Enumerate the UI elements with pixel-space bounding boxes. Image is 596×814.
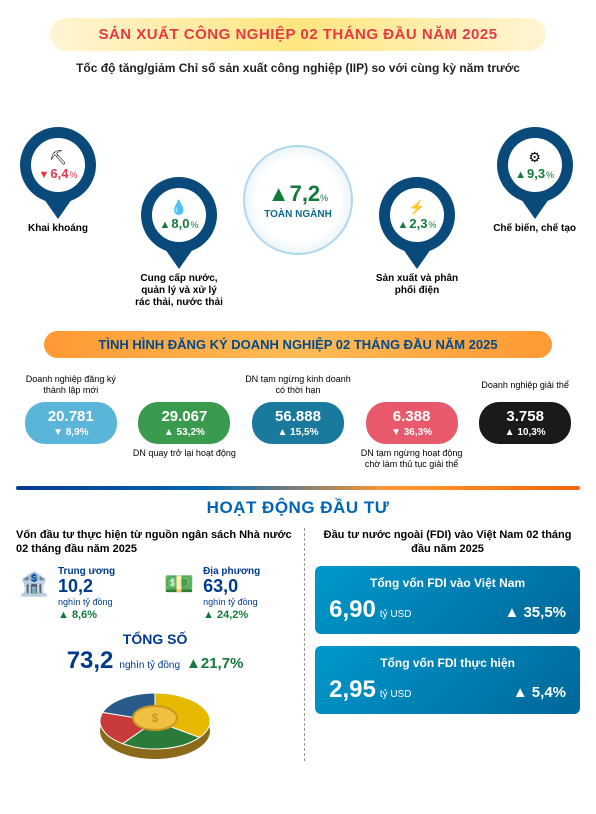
iip-center-label: TOÀN NGÀNH — [264, 209, 332, 220]
iip-pin: ⚙ ▲9,3% Chế biến, chế tạo — [493, 127, 576, 235]
iip-center-value: ▲7,2% — [268, 181, 328, 207]
biz-change: ▼ 8,9% — [33, 427, 109, 438]
biz-item: Doanh nghiệp giải thể 3.758 ▲ 10,3% — [470, 372, 580, 470]
budget-unit: nghìn tỷ đồng — [203, 597, 294, 607]
fdi-box: Tổng vốn FDI vào Việt Nam 6,90 tỷ USD ▲ 3… — [315, 566, 580, 634]
biz-pill: 3.758 ▲ 10,3% — [479, 402, 571, 444]
biz-item: DN tạm ngừng kinh doanh có thời hạn 56.8… — [243, 372, 353, 470]
pin-value: ▲2,3% — [398, 216, 437, 231]
pin-icon: ⚡ — [408, 200, 425, 214]
biz-item: Doanh nghiệp đăng ký thành lập mới 20.78… — [16, 372, 126, 470]
biz-label-top: DN tạm ngừng kinh doanh có thời hạn — [243, 372, 353, 398]
fdi-unit: tỷ USD — [380, 609, 412, 620]
fdi-label: Tổng vốn FDI vào Việt Nam — [329, 576, 566, 590]
budget-icon: 🏦 — [16, 566, 52, 602]
biz-number: 56.888 — [260, 408, 336, 425]
budget-row: 🏦 Trung ương 10,2 nghìn tỷ đồng ▲ 8,6% 💵… — [16, 566, 294, 621]
pin-icon: ⛏ — [49, 150, 67, 164]
biz-change: ▲ 53,2% — [146, 427, 222, 438]
fdi-label: Tổng vốn FDI thực hiện — [329, 656, 566, 670]
total-change: ▲21,7% — [186, 655, 243, 672]
biz-label-bottom: DN tạm ngừng hoạt động chờ làm thủ tục g… — [357, 448, 467, 470]
biz-item: 6.388 ▼ 36,3% DN tạm ngừng hoạt động chờ… — [357, 372, 467, 470]
biz-pill: 6.388 ▼ 36,3% — [366, 402, 458, 444]
budget-change: ▲ 8,6% — [58, 609, 149, 621]
biz-pill: 29.067 ▲ 53,2% — [138, 402, 230, 444]
svg-text:$: $ — [152, 711, 159, 725]
total-unit: nghìn tỷ đồng — [119, 660, 180, 671]
budget-unit: nghìn tỷ đồng — [58, 597, 149, 607]
gradient-bar — [16, 486, 580, 490]
biz-number: 3.758 — [487, 408, 563, 425]
pin-value: ▲8,0% — [160, 216, 199, 231]
iip-section: ▲7,2% TOÀN NGÀNH ⛏ ▼6,4% Khai khoáng 💧 ▲… — [16, 93, 580, 323]
infographic-container: SẢN XUẤT CÔNG NGHIỆP 02 THÁNG ĐẦU NĂM 20… — [0, 0, 596, 773]
fdi-value: 2,95 — [329, 676, 376, 703]
biz-number: 20.781 — [33, 408, 109, 425]
fdi-change: ▲ 5,4% — [513, 684, 566, 701]
biz-number: 6.388 — [374, 408, 450, 425]
biz-section-title: TÌNH HÌNH ĐĂNG KÝ DOANH NGHIỆP 02 THÁNG … — [62, 337, 534, 352]
total-value: 73,2 — [67, 647, 114, 675]
biz-pill: 56.888 ▲ 15,5% — [252, 402, 344, 444]
biz-change: ▲ 10,3% — [487, 427, 563, 438]
pin-value: ▼6,4% — [39, 166, 78, 181]
invest-right-subtitle: Đầu tư nước ngoài (FDI) vào Việt Nam 02 … — [315, 528, 580, 557]
invest-right: Đầu tư nước ngoài (FDI) vào Việt Nam 02 … — [304, 528, 580, 762]
biz-label-top: Doanh nghiệp giải thể — [481, 372, 569, 398]
iip-pin: ⛏ ▼6,4% Khai khoáng — [20, 127, 96, 235]
pin-label: Khai khoáng — [28, 223, 88, 235]
budget-value: 63,0 — [203, 576, 238, 596]
fdi-value: 6,90 — [329, 596, 376, 623]
biz-section-pill: TÌNH HÌNH ĐĂNG KÝ DOANH NGHIỆP 02 THÁNG … — [44, 331, 552, 358]
pie-chart: $ — [16, 681, 294, 761]
budget-value: 10,2 — [58, 576, 93, 596]
biz-row: Doanh nghiệp đăng ký thành lập mới 20.78… — [16, 372, 580, 470]
pin-value: ▲9,3% — [515, 166, 554, 181]
header-title: SẢN XUẤT CÔNG NGHIỆP 02 THÁNG ĐẦU NĂM 20… — [70, 26, 526, 43]
budget-icon: 💵 — [161, 566, 197, 602]
header-pill: SẢN XUẤT CÔNG NGHIỆP 02 THÁNG ĐẦU NĂM 20… — [50, 18, 546, 51]
invest-row: Vốn đầu tư thực hiện từ nguồn ngân sách … — [16, 528, 580, 762]
pin-label: Cung cấp nước, quản lý và xử lý rác thải… — [134, 273, 224, 309]
biz-label-top: Doanh nghiệp đăng ký thành lập mới — [16, 372, 126, 398]
iip-center: ▲7,2% TOÀN NGÀNH — [243, 145, 353, 255]
iip-pin: ⚡ ▲2,3% Sản xuất và phân phối điện — [372, 177, 462, 297]
invest-left-subtitle: Vốn đầu tư thực hiện từ nguồn ngân sách … — [16, 528, 294, 557]
budget-total: TỔNG SỐ 73,2 nghìn tỷ đồng ▲21,7% — [16, 631, 294, 675]
pin-icon: ⚙ — [528, 150, 541, 164]
budget-item: 🏦 Trung ương 10,2 nghìn tỷ đồng ▲ 8,6% — [16, 566, 149, 621]
fdi-box: Tổng vốn FDI thực hiện 2,95 tỷ USD ▲ 5,4% — [315, 646, 580, 714]
pin-icon: 💧 — [170, 200, 187, 214]
invest-left: Vốn đầu tư thực hiện từ nguồn ngân sách … — [16, 528, 304, 762]
biz-number: 29.067 — [146, 408, 222, 425]
biz-pill: 20.781 ▼ 8,9% — [25, 402, 117, 444]
biz-change: ▲ 15,5% — [260, 427, 336, 438]
iip-pin: 💧 ▲8,0% Cung cấp nước, quản lý và xử lý … — [134, 177, 224, 309]
biz-change: ▼ 36,3% — [374, 427, 450, 438]
pin-label: Chế biến, chế tạo — [493, 223, 576, 235]
subtitle: Tốc độ tăng/giảm Chỉ số sản xuất công ng… — [16, 61, 580, 75]
fdi-change: ▲ 35,5% — [504, 604, 566, 621]
budget-change: ▲ 24,2% — [203, 609, 294, 621]
fdi-unit: tỷ USD — [380, 689, 412, 700]
invest-title: HOẠT ĐỘNG ĐẦU TƯ — [16, 498, 580, 518]
biz-label-bottom: DN quay trở lại hoạt động — [133, 448, 236, 468]
biz-item: 29.067 ▲ 53,2% DN quay trở lại hoạt động — [130, 372, 240, 470]
budget-item: 💵 Địa phương 63,0 nghìn tỷ đồng ▲ 24,2% — [161, 566, 294, 621]
pin-label: Sản xuất và phân phối điện — [372, 273, 462, 297]
total-label: TỔNG SỐ — [16, 631, 294, 647]
